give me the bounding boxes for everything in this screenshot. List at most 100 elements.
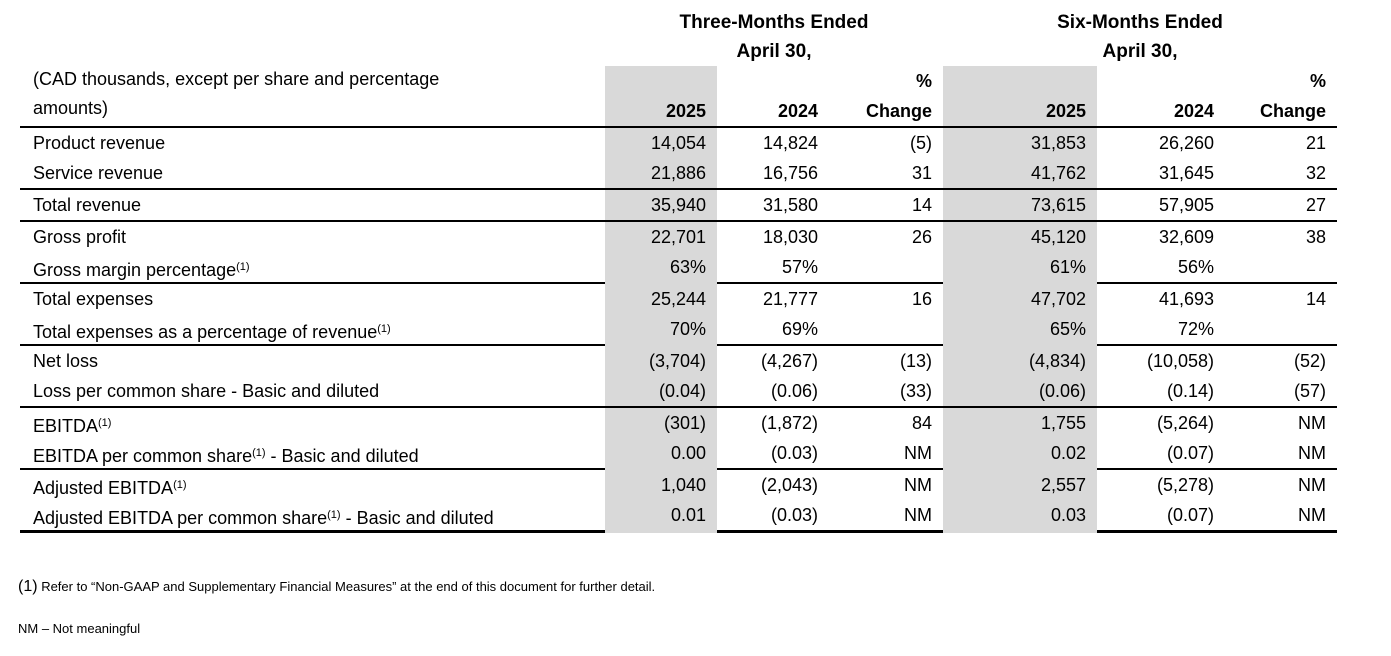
footnote-text: Refer to “Non-GAAP and Supplementary Fin… [41,579,656,594]
value-cell: 21,886 [605,158,717,188]
value-cell: 45,120 [943,222,1097,252]
row-label: Gross margin percentage(1) [33,260,250,280]
value-cell: 69% [781,319,818,339]
six-months-title: Six-Months Ended [1057,12,1223,33]
value-cell: NM [904,475,932,495]
value-cell: 47,702 [943,284,1097,314]
value-cell: 84 [911,413,932,433]
header-spacer [20,37,605,66]
value-cell: (52) [1293,351,1326,371]
value-cell: (4,267) [760,351,818,371]
row-label: Total revenue [33,195,142,215]
value-cell: 41,762 [943,158,1097,188]
row-label: Loss per common share - Basic and dilute… [33,381,380,401]
value-cell: 27 [1305,195,1326,215]
table-row: Total revenue 35,940 31,580 14 73,615 57,905 2… [20,190,1337,222]
units-note-line1: (CAD thousands, except per share and per… [33,69,440,89]
table-row: Adjusted EBITDA(1) 1,040 (2,043) NM 2,557 (5,… [20,470,1337,503]
value-cell: 32 [1305,163,1326,183]
table-row: EBITDA(1) (301) (1,872) 84 1,755 (5,264) NM [20,408,1337,441]
value-cell: 14,824 [762,133,818,153]
row-label: Gross profit [33,227,127,247]
value-cell: 63% [605,252,717,285]
value-cell: (0.07) [1166,505,1214,525]
value-cell: (0.04) [605,376,717,406]
table-row: Gross profit 22,701 18,030 26 45,120 32,609 38 [20,222,1337,252]
value-cell: (0.07) [1166,443,1214,463]
footnote-superscript: (1) [377,323,391,335]
percent-header-three-months: % [915,71,932,91]
value-cell: 21 [1305,133,1326,153]
value-cell: 31,645 [1158,163,1214,183]
value-cell: NM [904,505,932,525]
year-header-2024-six-months: 2024 [1173,101,1214,121]
year-header-2024-three-months: 2024 [777,101,818,121]
footnote-superscript: (1) [327,509,341,521]
year-header-2025-six-months: 2025 [1045,101,1086,121]
table-row: EBITDA per common share(1) - Basic and d… [20,438,1337,471]
value-cell: 0.01 [605,500,717,533]
units-note: (CAD thousands, except per share and per… [20,66,605,126]
value-cell: (33) [899,381,932,401]
value-cell: NM [904,443,932,463]
value-cell: 31,853 [943,128,1097,158]
value-cell: (1,872) [760,413,818,433]
value-cell: 14 [1305,289,1326,309]
three-months-april-subtitle: April 30, [736,41,812,62]
value-cell: 73,615 [943,190,1097,220]
footnote-superscript: (1) [98,417,112,429]
table-row: Loss per common share - Basic and dilute… [20,376,1337,408]
value-cell: 61% [943,252,1097,285]
footnote-superscript: (1) [236,261,250,273]
value-cell: 41,693 [1158,289,1214,309]
value-cell: (4,834) [943,346,1097,376]
footnote-superscript: (1) [252,447,266,459]
value-cell: 2,557 [943,470,1097,503]
value-cell: 0.00 [605,438,717,471]
value-cell: 32,609 [1158,227,1214,247]
value-cell: 0.03 [943,500,1097,533]
financial-table: Three-Months Ended Six-Months Ended Apri… [20,8,1337,533]
row-label: EBITDA per common share(1) - Basic and d… [33,446,419,466]
shaded-column-band-three-months-2025 [605,66,717,126]
header-title-row: Three-Months Ended Six-Months Ended [20,8,1337,37]
value-cell: 1,755 [943,408,1097,441]
row-label: Net loss [33,351,99,371]
table-row: Service revenue 21,886 16,756 31 41,762 31,64… [20,158,1337,190]
value-cell: 38 [1305,227,1326,247]
value-cell: 31 [911,163,932,183]
footnote-reference: (1) Refer to “Non-GAAP and Supplementary… [18,578,655,596]
table-row: Total expenses as a percentage of revenu… [20,314,1337,347]
value-cell: 35,940 [605,190,717,220]
footnote-superscript: (1) [173,479,187,491]
value-cell: 25,244 [605,284,717,314]
value-cell: 65% [943,314,1097,347]
value-cell: 70% [605,314,717,347]
value-cell: 21,777 [762,289,818,309]
year-header-2025-three-months: 2025 [665,101,706,121]
row-label: Adjusted EBITDA per common share(1) - Ba… [33,508,494,528]
shaded-column-band-six-months-2025 [943,66,1097,126]
value-cell: (0.06) [770,381,818,401]
row-label: Product revenue [33,133,166,153]
value-cell [829,314,943,347]
value-cell: 0.02 [943,438,1097,471]
value-cell: (5,278) [1156,475,1214,495]
value-cell: 16 [911,289,932,309]
value-cell: 1,040 [605,470,717,503]
value-cell: 22,701 [605,222,717,252]
value-cell: NM [1298,443,1326,463]
value-cell: 57,905 [1158,195,1214,215]
value-cell: NM [1298,475,1326,495]
row-label: Total expenses as a percentage of revenu… [33,322,391,342]
value-cell: 56% [1177,257,1214,277]
value-cell: 14,054 [605,128,717,158]
value-cell [829,252,943,285]
value-cell: (0.14) [1166,381,1214,401]
change-header-three-months: Change [865,101,932,121]
value-cell: 57% [781,257,818,277]
three-months-title: Three-Months Ended [679,12,869,33]
value-cell: (2,043) [760,475,818,495]
table-row: Adjusted EBITDA per common share(1) - Ba… [20,500,1337,533]
